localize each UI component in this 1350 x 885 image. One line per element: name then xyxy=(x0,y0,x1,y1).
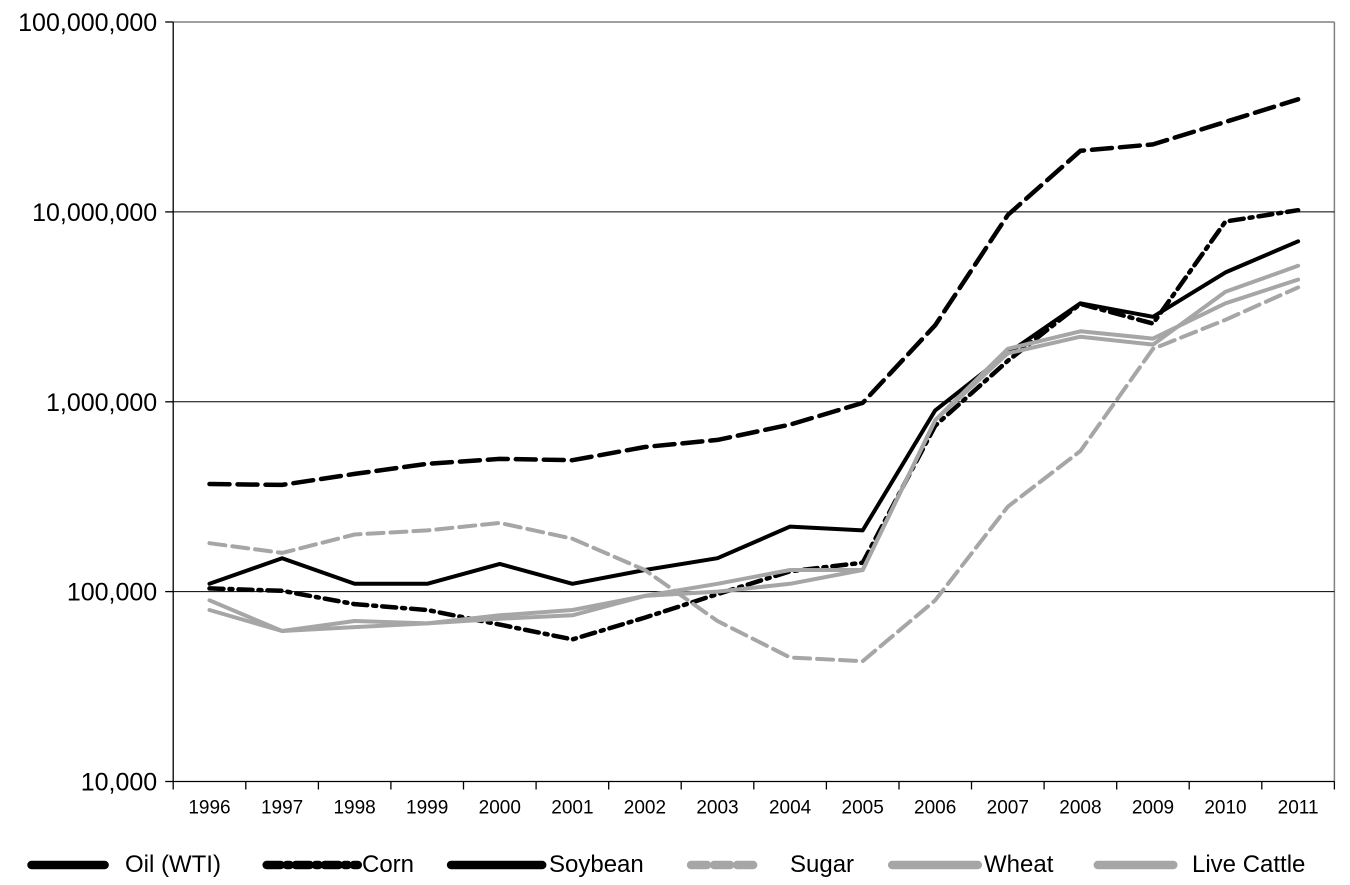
svg-text:10,000,000: 10,000,000 xyxy=(32,199,157,227)
svg-text:2002: 2002 xyxy=(624,798,666,819)
svg-text:1,000,000: 1,000,000 xyxy=(46,389,157,417)
svg-text:2000: 2000 xyxy=(479,798,521,819)
svg-text:10,000: 10,000 xyxy=(81,769,157,797)
svg-text:Wheat: Wheat xyxy=(984,851,1054,878)
svg-text:1996: 1996 xyxy=(188,798,230,819)
svg-text:1998: 1998 xyxy=(333,798,375,819)
svg-text:2003: 2003 xyxy=(696,798,738,819)
svg-text:Sugar: Sugar xyxy=(790,851,854,878)
svg-text:Live Cattle: Live Cattle xyxy=(1192,851,1305,878)
svg-text:100,000: 100,000 xyxy=(67,579,157,607)
svg-text:1999: 1999 xyxy=(406,798,448,819)
svg-text:2007: 2007 xyxy=(987,798,1029,819)
svg-text:Oil (WTI): Oil (WTI) xyxy=(125,851,221,878)
svg-text:Soybean: Soybean xyxy=(549,851,644,878)
svg-text:1997: 1997 xyxy=(261,798,303,819)
svg-text:100,000,000: 100,000,000 xyxy=(18,9,157,37)
svg-text:2006: 2006 xyxy=(914,798,956,819)
svg-text:2004: 2004 xyxy=(769,798,812,819)
svg-text:2008: 2008 xyxy=(1059,798,1101,819)
svg-text:2005: 2005 xyxy=(842,798,884,819)
svg-text:2010: 2010 xyxy=(1204,798,1246,819)
svg-text:2011: 2011 xyxy=(1278,798,1319,819)
svg-text:Corn: Corn xyxy=(362,851,414,878)
svg-text:2009: 2009 xyxy=(1132,798,1174,819)
svg-text:2001: 2001 xyxy=(551,798,593,819)
